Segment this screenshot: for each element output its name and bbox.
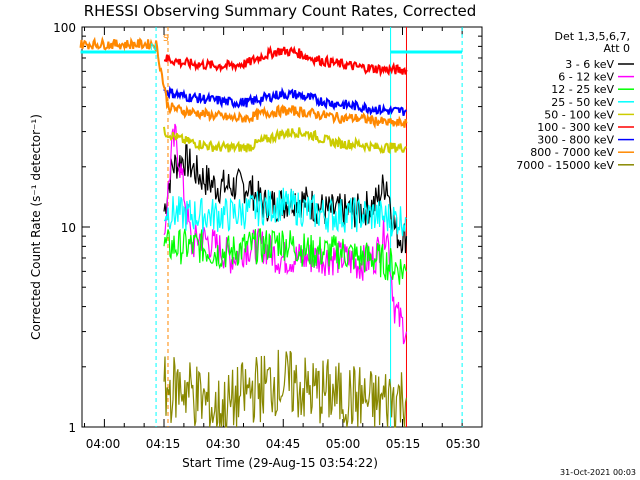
footer-timestamp: 31-Oct-2021 00:03 — [560, 468, 636, 477]
axis-ticks — [82, 26, 483, 428]
y-tick-label-100: 100 — [53, 21, 76, 35]
series-line-2 — [163, 228, 408, 285]
flare-marker-label: S — [163, 34, 169, 44]
x-tick-label-0515: 05:15 — [386, 437, 421, 451]
legend-header-line1: Det 1,3,5,6,7, — [554, 30, 630, 43]
x-tick-label-0400: 04:00 — [86, 437, 121, 451]
legend-label-6: 300 - 800 keV — [537, 134, 614, 147]
legend-label-4: 50 - 100 keV — [544, 108, 614, 121]
legend-header-line2: Att 0 — [604, 42, 630, 55]
series-line-3 — [163, 187, 407, 237]
legend-label-7: 800 - 7000 keV — [530, 146, 614, 159]
legend-label-3: 25 - 50 keV — [551, 96, 614, 109]
x-axis-label: Start Time (29-Aug-15 03:54:22) — [182, 456, 378, 470]
y-tick-label-10: 10 — [61, 221, 76, 235]
series-line-1 — [163, 123, 408, 345]
series-line-0 — [163, 144, 408, 254]
legend-label-2: 12 - 25 keV — [551, 83, 614, 96]
legend-label-8: 7000 - 15000 keV — [516, 159, 614, 172]
legend-label-5: 100 - 300 keV — [537, 121, 614, 134]
x-tick-label-0430: 04:30 — [206, 437, 241, 451]
series-line-5 — [163, 44, 408, 78]
series-line-6 — [163, 85, 407, 117]
y-tick-label-1: 1 — [68, 421, 76, 435]
series-line-4 — [163, 126, 407, 155]
x-tick-label-0530: 05:30 — [446, 437, 481, 451]
chart-title: RHESSI Observing Summary Count Rates, Co… — [84, 2, 477, 20]
legend-label-1: 6 - 12 keV — [558, 71, 614, 84]
legend-label-0: 3 - 6 keV — [565, 58, 614, 71]
x-tick-label-0415: 04:15 — [146, 437, 181, 451]
series-line-8 — [163, 349, 408, 428]
x-tick-label-0445: 04:45 — [266, 437, 301, 451]
series-line-7 — [79, 36, 408, 130]
saa-marker-label: N — [150, 43, 157, 53]
y-axis-label: Corrected Count Rate (s⁻¹ detector⁻¹) — [29, 114, 43, 340]
data-series — [79, 36, 408, 428]
x-tick-label-0500: 05:00 — [326, 437, 361, 451]
